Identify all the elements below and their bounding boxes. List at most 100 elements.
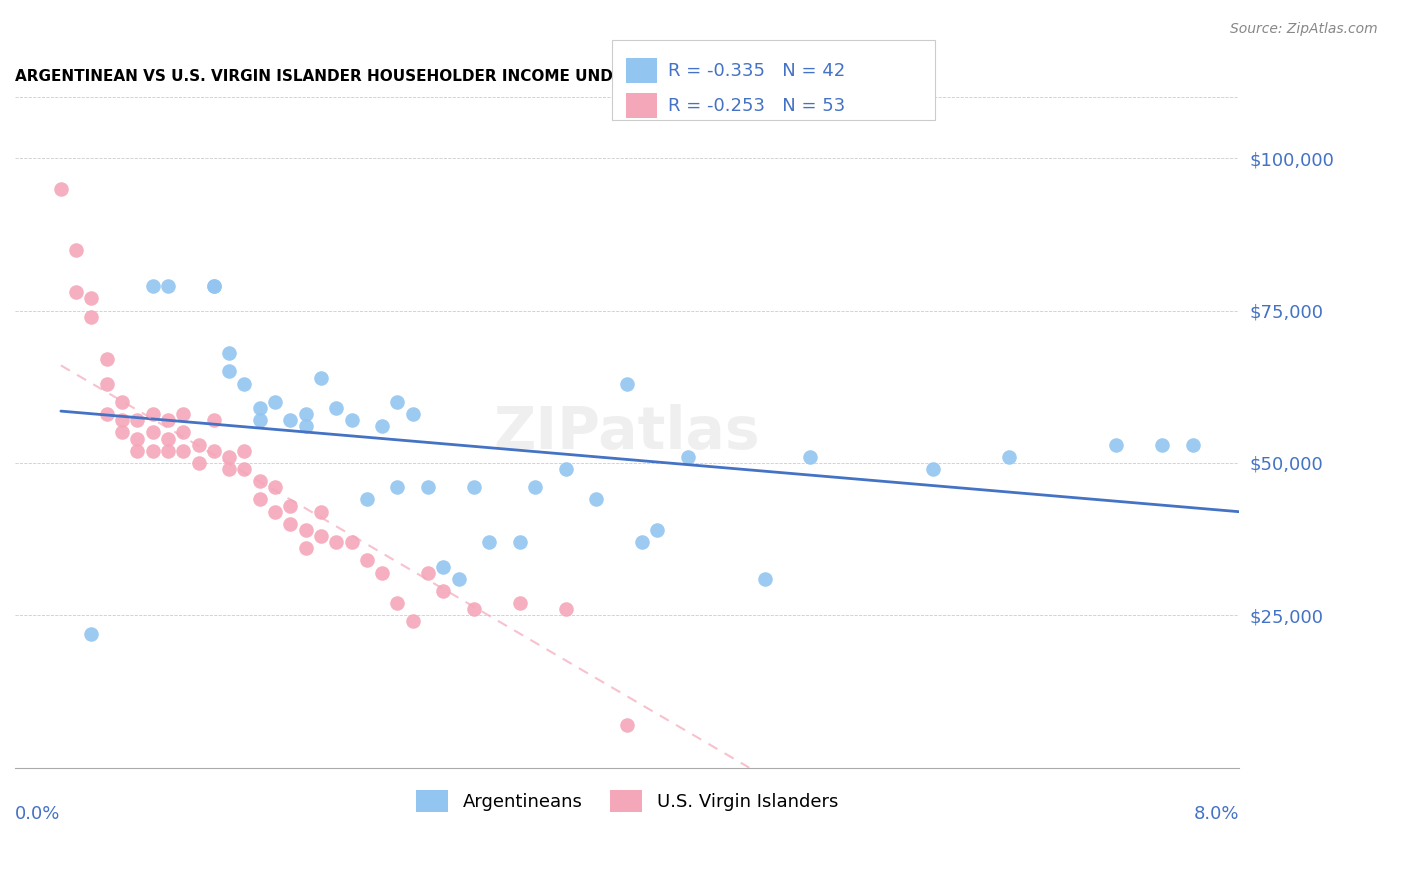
Text: Source: ZipAtlas.com: Source: ZipAtlas.com <box>1230 22 1378 37</box>
Point <box>218 462 240 476</box>
Point <box>509 596 531 610</box>
Point <box>65 285 87 300</box>
Point <box>280 516 302 531</box>
Point <box>187 456 209 470</box>
Point <box>111 395 134 409</box>
Legend: Argentineans, U.S. Virgin Islanders: Argentineans, U.S. Virgin Islanders <box>409 782 845 819</box>
Point <box>294 541 316 556</box>
Point <box>325 535 347 549</box>
Point <box>156 279 179 293</box>
Point <box>80 291 103 305</box>
Point <box>387 480 409 494</box>
Point <box>202 443 225 458</box>
Point <box>478 535 501 549</box>
Point <box>647 523 669 537</box>
Point <box>249 492 271 507</box>
Point <box>325 401 347 415</box>
Point <box>585 492 607 507</box>
Point <box>340 413 363 427</box>
Point <box>447 572 470 586</box>
Text: ZIPatlas: ZIPatlas <box>494 404 761 461</box>
Point <box>233 443 256 458</box>
Text: 0.0%: 0.0% <box>15 805 60 822</box>
Point <box>509 535 531 549</box>
Point <box>264 395 287 409</box>
Point <box>463 602 485 616</box>
Text: R = -0.253   N = 53: R = -0.253 N = 53 <box>668 97 845 115</box>
Point <box>554 462 576 476</box>
Point <box>111 413 134 427</box>
Point <box>309 370 332 384</box>
Point <box>218 450 240 464</box>
Point <box>142 443 165 458</box>
Point <box>142 407 165 421</box>
Point <box>416 480 439 494</box>
Point <box>218 346 240 360</box>
Point <box>371 566 394 580</box>
Point <box>172 443 194 458</box>
Text: ARGENTINEAN VS U.S. VIRGIN ISLANDER HOUSEHOLDER INCOME UNDER 25 YEARS CORRELATIO: ARGENTINEAN VS U.S. VIRGIN ISLANDER HOUS… <box>15 69 911 84</box>
Point <box>1152 437 1174 451</box>
Point <box>294 419 316 434</box>
Point <box>1105 437 1128 451</box>
Point <box>1181 437 1204 451</box>
Point <box>387 395 409 409</box>
Point <box>264 505 287 519</box>
Point <box>309 505 332 519</box>
Point <box>80 310 103 324</box>
Point <box>402 407 425 421</box>
Point <box>294 523 316 537</box>
Point <box>111 425 134 440</box>
Point <box>432 559 454 574</box>
Point <box>416 566 439 580</box>
Point <box>432 583 454 598</box>
Point <box>202 279 225 293</box>
Point <box>218 364 240 378</box>
Point <box>156 443 179 458</box>
Point <box>280 413 302 427</box>
Point <box>249 401 271 415</box>
Point <box>463 480 485 494</box>
Point <box>172 407 194 421</box>
Text: R = -0.335   N = 42: R = -0.335 N = 42 <box>668 62 845 79</box>
Point <box>65 243 87 257</box>
Point <box>616 376 638 391</box>
Point <box>142 279 165 293</box>
Point <box>676 450 699 464</box>
Point <box>127 443 149 458</box>
Point <box>280 499 302 513</box>
Point <box>142 425 165 440</box>
Point <box>249 474 271 488</box>
Point <box>921 462 943 476</box>
Text: 8.0%: 8.0% <box>1194 805 1239 822</box>
Point <box>998 450 1021 464</box>
Point <box>172 425 194 440</box>
Point <box>631 535 654 549</box>
Point <box>294 407 316 421</box>
Point <box>402 615 425 629</box>
Point <box>524 480 547 494</box>
Point <box>96 352 118 367</box>
Point <box>233 462 256 476</box>
Point <box>264 480 287 494</box>
Point <box>233 376 256 391</box>
Point <box>49 181 72 195</box>
Point <box>371 419 394 434</box>
Point <box>356 553 378 567</box>
Point <box>356 492 378 507</box>
Point <box>387 596 409 610</box>
Point <box>156 432 179 446</box>
Point <box>187 437 209 451</box>
Point <box>127 432 149 446</box>
Point <box>754 572 776 586</box>
Point <box>554 602 576 616</box>
Point <box>799 450 821 464</box>
Point <box>309 529 332 543</box>
Point <box>616 718 638 732</box>
Point <box>96 376 118 391</box>
Point <box>340 535 363 549</box>
Point <box>127 413 149 427</box>
Point <box>96 407 118 421</box>
Point <box>156 413 179 427</box>
Point <box>249 413 271 427</box>
